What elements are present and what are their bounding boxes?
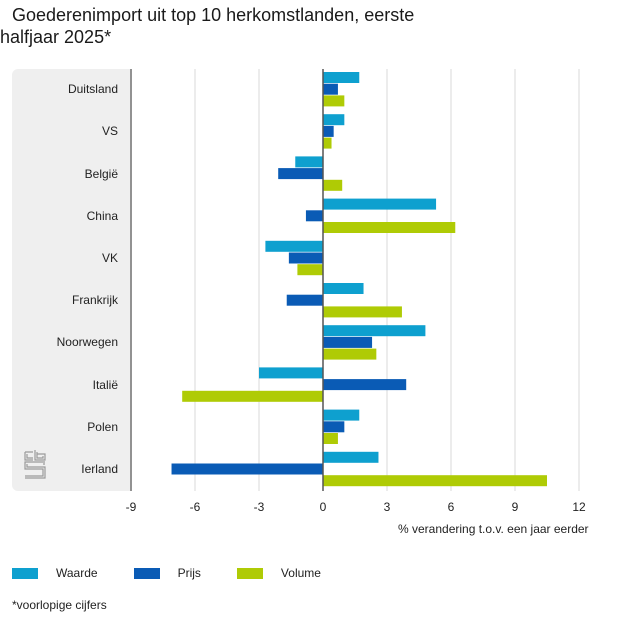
bar-prijs (323, 125, 334, 137)
bar-waarde (295, 156, 323, 168)
x-tick-label: 9 (512, 500, 519, 514)
bar-waarde (323, 72, 360, 83)
chart-title-line-2: halfjaar 2025* (0, 27, 112, 47)
bar-volume (297, 264, 323, 276)
bar-prijs (323, 379, 407, 391)
bar-volume (323, 433, 338, 444)
x-tick-label: 12 (572, 500, 586, 514)
category-label: Polen (87, 419, 118, 434)
bar-waarde (323, 198, 437, 210)
bar-volume (323, 306, 402, 318)
legend-item-prijs: Prijs (133, 566, 201, 580)
bar-volume (323, 95, 345, 107)
legend-swatch-volume (236, 567, 263, 579)
bar-waarde (323, 283, 364, 294)
bar-waarde (323, 451, 379, 463)
legend-item-waarde: Waarde (12, 566, 98, 580)
bar-waarde (265, 240, 323, 252)
bar-prijs (278, 168, 323, 180)
legend-item-volume: Volume (236, 566, 321, 580)
x-tick-label: 6 (448, 500, 455, 514)
category-label: Duitsland (67, 82, 118, 97)
category-label: VS (101, 124, 118, 139)
x-tick-label: -9 (126, 500, 137, 514)
bar-waarde (323, 325, 426, 337)
bar-prijs (286, 294, 323, 306)
bar-prijs (305, 210, 323, 222)
bar-volume (323, 348, 377, 360)
category-label: VK (101, 251, 118, 265)
legend-swatch-prijs (133, 567, 160, 579)
bar-prijs (323, 421, 345, 433)
category-label: Noorwegen (56, 335, 118, 350)
bar-prijs (288, 252, 323, 264)
category-label-panel: Duitsland VS België China VK Frankrijk Noorweg… (12, 69, 132, 491)
legend-swatch-waarde (12, 567, 38, 579)
x-tick-label: 0 (320, 500, 327, 514)
bar-volume (323, 137, 332, 149)
category-label: Ierland (81, 462, 118, 476)
category-label: Frankrijk (71, 293, 118, 308)
x-axis-title: % verandering t.o.v. een jaar eerder (398, 522, 589, 536)
x-tick-label: -6 (190, 500, 201, 514)
bar-prijs (323, 336, 373, 348)
bar-waarde (259, 367, 323, 379)
category-label: China (86, 208, 118, 223)
legend-label-volume: Volume (280, 566, 321, 580)
x-tick-label: 3 (384, 500, 391, 514)
category-label: Italië (92, 377, 118, 392)
legend-label-prijs: Prijs (177, 566, 201, 580)
bar-volume (182, 390, 323, 402)
bar-volume (323, 222, 456, 233)
bar-waarde (323, 114, 345, 126)
bar-prijs (323, 83, 338, 95)
legend-label-waarde: Waarde (56, 566, 98, 580)
cbs-logo-icon (24, 449, 46, 484)
category-label: België (84, 166, 118, 181)
chart-title: Goederenimport uit top 10 herkomstlanden… (0, 4, 600, 48)
bar-volume (323, 475, 547, 487)
footnote: *voorlopige cijfers (12, 598, 107, 612)
x-tick-label: -3 (254, 500, 265, 514)
chart-title-line-1: Goederenimport uit top 10 herkomstlanden… (12, 5, 415, 25)
bar-volume (323, 179, 343, 191)
bar-prijs (171, 463, 323, 475)
legend: Waarde Prijs Volume (12, 566, 357, 580)
bar-waarde (323, 409, 360, 421)
